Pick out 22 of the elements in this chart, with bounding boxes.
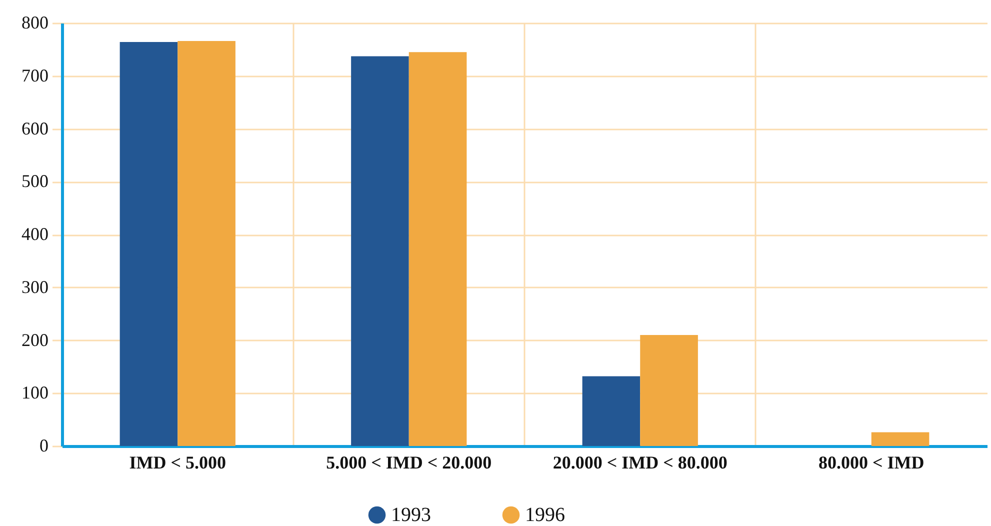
bar — [582, 376, 640, 446]
y-tick-label: 200 — [22, 330, 48, 350]
y-tick-label: 100 — [22, 382, 48, 403]
bar — [178, 40, 236, 446]
y-tick-label: 300 — [22, 276, 48, 297]
y-tick-label: 500 — [22, 171, 48, 192]
x-tick-label: 80.000 < IMD — [818, 452, 924, 472]
bar — [351, 56, 409, 446]
x-tick-label: 5.000 < IMD < 20.000 — [326, 452, 492, 472]
legend-label: 1993 — [391, 504, 431, 526]
bar — [640, 334, 698, 446]
bar — [408, 52, 467, 446]
y-tick-label: 700 — [22, 65, 48, 86]
y-tick-label: 800 — [22, 12, 48, 32]
x-tick-label: 20.000 < IMD < 80.000 — [552, 452, 728, 472]
legend-label: 1996 — [525, 504, 565, 526]
bar — [871, 432, 930, 446]
bar — [120, 42, 178, 446]
x-tick-label: IMD < 5.000 — [129, 452, 226, 472]
y-tick-label: 400 — [22, 224, 48, 244]
y-tick-label: 600 — [22, 118, 48, 138]
y-tick-label: 0 — [40, 436, 48, 456]
